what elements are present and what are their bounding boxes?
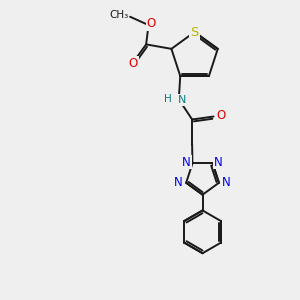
Text: N: N — [178, 95, 187, 105]
Text: N: N — [182, 155, 191, 169]
Text: N: N — [174, 176, 183, 189]
Text: S: S — [190, 26, 199, 38]
Text: CH₃: CH₃ — [109, 10, 128, 20]
Text: N: N — [222, 176, 231, 189]
Text: O: O — [147, 17, 156, 30]
Text: N: N — [214, 155, 223, 169]
Text: O: O — [128, 57, 138, 70]
Text: O: O — [216, 110, 225, 122]
Text: H: H — [164, 94, 172, 104]
